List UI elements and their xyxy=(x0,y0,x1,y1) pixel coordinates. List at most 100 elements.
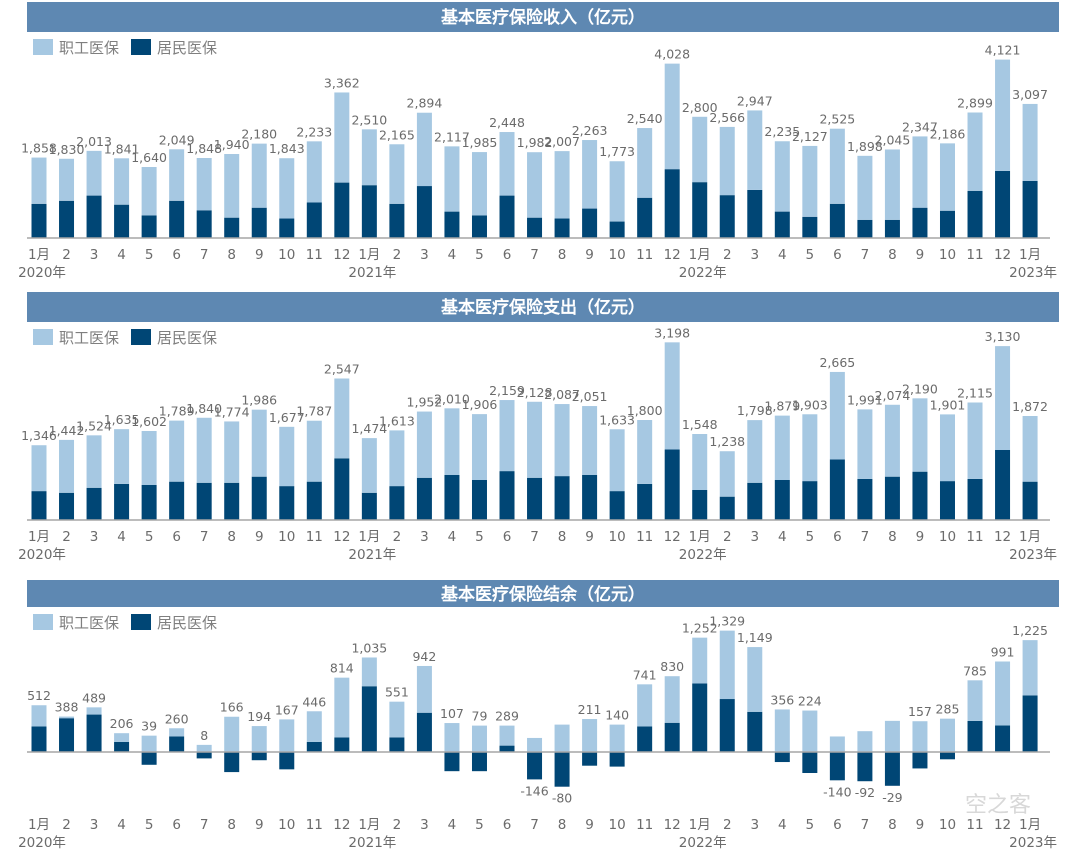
resident-bar xyxy=(334,737,350,752)
employee-bar xyxy=(939,414,955,482)
employee-bar xyxy=(86,707,102,715)
x-tick-label: 4 xyxy=(117,529,126,545)
data-label: 741 xyxy=(633,667,657,682)
x-tick-label: 12 xyxy=(333,817,350,833)
x-year-label: 2021年 xyxy=(348,547,396,563)
resident-bar xyxy=(196,210,212,238)
x-year-label: 2020年 xyxy=(18,835,66,851)
data-label: 1,677 xyxy=(269,410,305,425)
resident-bar xyxy=(389,486,405,520)
x-tick-label: 5 xyxy=(806,529,815,545)
employee-bar xyxy=(884,720,900,752)
data-label: 2,127 xyxy=(792,129,828,144)
employee-bar xyxy=(527,737,543,752)
resident-bar xyxy=(609,221,625,238)
employee-bar xyxy=(251,409,267,477)
resident-bar xyxy=(59,200,75,238)
expense-chart-panel: 基本医疗保险支出（亿元） 职工医保 居民医保 1,346 1月 1,442 2 1,52… xyxy=(18,292,1059,563)
data-label: 39 xyxy=(141,719,157,734)
x-tick-label: 8 xyxy=(558,817,567,833)
resident-bar xyxy=(361,185,377,238)
data-label: 2,448 xyxy=(489,115,525,130)
data-label: 1,238 xyxy=(709,434,745,449)
resident-bar xyxy=(196,482,212,520)
x-tick-label: 11 xyxy=(306,817,323,833)
data-label: 211 xyxy=(578,702,602,717)
employee-bar xyxy=(361,657,377,687)
employee-bar xyxy=(251,726,267,752)
data-label: 3,097 xyxy=(1012,87,1048,102)
x-tick-label: 8 xyxy=(888,529,897,545)
data-label: -92 xyxy=(855,785,875,800)
data-label: 4,028 xyxy=(654,47,690,62)
data-label: 2,894 xyxy=(407,96,443,111)
data-label: 1,474 xyxy=(351,421,387,436)
employee-bar xyxy=(774,709,790,752)
employee-bar xyxy=(499,400,515,472)
x-tick-label: 2 xyxy=(62,529,71,545)
x-tick-label: 6 xyxy=(172,247,181,263)
data-label: 2,180 xyxy=(241,127,277,142)
x-tick-label: 10 xyxy=(609,529,626,545)
resident-bar xyxy=(31,491,47,520)
data-label: 2,087 xyxy=(544,387,580,402)
resident-bar xyxy=(444,752,460,772)
resident-bar xyxy=(444,211,460,238)
x-tick-label: 9 xyxy=(916,529,925,545)
x-tick-label: 5 xyxy=(475,817,484,833)
resident-bar xyxy=(224,752,240,773)
data-label: 1,149 xyxy=(737,630,773,645)
data-label: -80 xyxy=(552,791,572,806)
data-label: 285 xyxy=(936,702,960,717)
resident-bar xyxy=(637,197,653,238)
data-label: 1,982 xyxy=(517,135,553,150)
x-tick-label: 2 xyxy=(62,247,71,263)
data-label: 1,906 xyxy=(462,397,498,412)
resident-bar xyxy=(664,722,680,752)
employee-bar xyxy=(582,406,598,475)
employee-bar xyxy=(389,144,405,204)
x-tick-label: 1月 xyxy=(358,529,380,545)
x-tick-label: 12 xyxy=(664,817,681,833)
x-tick-label: 9 xyxy=(585,529,594,545)
employee-bar xyxy=(554,404,570,477)
x-tick-label: 6 xyxy=(833,529,842,545)
resident-bar xyxy=(884,476,900,520)
x-tick-label: 7 xyxy=(200,247,209,263)
employee-bar xyxy=(857,409,873,479)
resident-bar xyxy=(306,481,322,520)
employee-bar xyxy=(224,421,240,483)
resident-bar xyxy=(609,491,625,520)
x-tick-label: 1月 xyxy=(689,529,711,545)
resident-bar xyxy=(86,195,102,238)
resident-bar xyxy=(967,190,983,238)
x-tick-label: 12 xyxy=(664,529,681,545)
x-tick-label: 4 xyxy=(778,247,787,263)
legend-resident-label: 居民医保 xyxy=(157,39,217,57)
data-label: 1,872 xyxy=(1012,399,1048,414)
resident-bar xyxy=(86,714,102,752)
employee-bar xyxy=(251,143,267,208)
data-label: 1,903 xyxy=(792,397,828,412)
data-label: 2,045 xyxy=(875,132,911,147)
employee-bar xyxy=(361,129,377,186)
data-label: 224 xyxy=(798,694,822,709)
data-label: 167 xyxy=(275,702,299,717)
resident-bar xyxy=(912,471,928,520)
employee-bar xyxy=(306,711,322,742)
employee-bar xyxy=(416,411,432,478)
resident-bar xyxy=(939,210,955,238)
employee-bar xyxy=(31,445,47,492)
x-tick-label: 7 xyxy=(861,817,870,833)
data-label: 1,774 xyxy=(214,404,250,419)
employee-bar xyxy=(114,733,130,742)
x-tick-label: 7 xyxy=(861,529,870,545)
resident-bar xyxy=(995,170,1011,238)
resident-bar xyxy=(802,216,818,238)
employee-bar xyxy=(527,152,543,218)
resident-bar xyxy=(637,726,653,752)
employee-bar xyxy=(912,721,928,752)
data-label: 2,235 xyxy=(764,124,800,139)
x-tick-label: 3 xyxy=(90,817,99,833)
data-label: 194 xyxy=(247,709,271,724)
